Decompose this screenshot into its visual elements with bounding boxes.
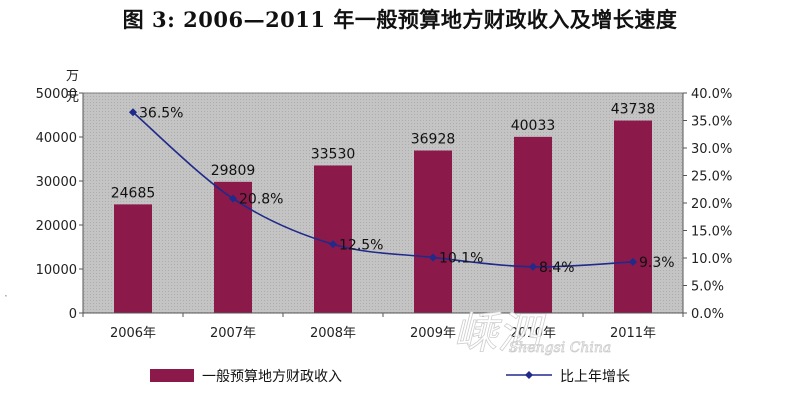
growth-point-5 <box>629 257 637 266</box>
legend-line-label: 比上年增长 <box>560 369 630 385</box>
legend-bar-swatch <box>150 369 194 382</box>
left-tick-label: 50000 <box>36 87 77 102</box>
x-tick-label: 2009年 <box>410 326 456 341</box>
bar-4 <box>514 136 552 313</box>
bar-value-label: 24685 <box>111 185 156 201</box>
y-unit-label-1: 万 <box>66 69 79 84</box>
bar-1 <box>214 181 252 313</box>
bar-2 <box>314 165 352 313</box>
x-tick-label: 2010年 <box>510 326 556 341</box>
growth-value-label: 12.5% <box>339 237 383 253</box>
x-tick-label: 2008年 <box>310 326 356 341</box>
left-tick-label: 0 <box>69 307 77 322</box>
legend-line-marker <box>525 371 533 379</box>
bar-value-label: 33530 <box>311 146 356 162</box>
growth-point-2 <box>329 240 337 249</box>
growth-value-label: 10.1% <box>439 250 483 266</box>
x-tick-label: 2011年 <box>610 326 656 341</box>
left-tick-label: 40000 <box>36 131 77 146</box>
legend-bar-label: 一般预算地方财政收入 <box>202 369 342 385</box>
left-tick-label: 20000 <box>36 219 77 234</box>
right-tick-label: 5.0% <box>691 280 724 295</box>
x-tick-label: 2006年 <box>110 326 156 341</box>
right-tick-label: 25.0% <box>691 170 732 185</box>
growth-value-label: 36.5% <box>139 105 183 121</box>
watermark-logo: 嵊泗 <box>453 308 547 359</box>
bar-0 <box>114 204 152 313</box>
growth-value-label: 8.4% <box>539 260 575 276</box>
bar-5 <box>614 120 652 314</box>
growth-value-label: 9.3% <box>639 255 675 271</box>
right-tick-label: 10.0% <box>691 252 732 267</box>
growth-point-0 <box>129 108 137 117</box>
right-tick-label: 30.0% <box>691 142 732 157</box>
bar-3 <box>414 150 452 313</box>
right-tick-label: 20.0% <box>691 197 732 212</box>
edge-mark: · <box>4 289 8 303</box>
watermark-text: Shengsi China <box>509 340 612 356</box>
growth-point-4 <box>529 262 537 271</box>
bar-value-label: 43738 <box>611 102 656 118</box>
right-tick-label: 15.0% <box>691 225 732 240</box>
plot-area <box>82 92 684 314</box>
y-unit-label-2: 元 <box>66 90 79 105</box>
growth-point-1 <box>229 194 237 203</box>
chart-title: 图 3: 2006—2011 年一般预算地方财政收入及增长速度 <box>122 7 678 32</box>
bar-value-label: 40033 <box>511 118 556 134</box>
bar-value-label: 29809 <box>211 163 256 179</box>
left-tick-label: 10000 <box>36 263 77 278</box>
left-tick-label: 30000 <box>36 175 77 190</box>
right-tick-label: 40.0% <box>691 87 732 102</box>
right-tick-label: 35.0% <box>691 115 732 130</box>
growth-line <box>132 111 634 268</box>
bar-value-label: 36928 <box>411 132 456 148</box>
x-tick-label: 2007年 <box>210 326 256 341</box>
growth-value-label: 20.8% <box>239 192 283 208</box>
growth-point-3 <box>429 253 437 262</box>
right-tick-label: 0.0% <box>691 307 724 322</box>
